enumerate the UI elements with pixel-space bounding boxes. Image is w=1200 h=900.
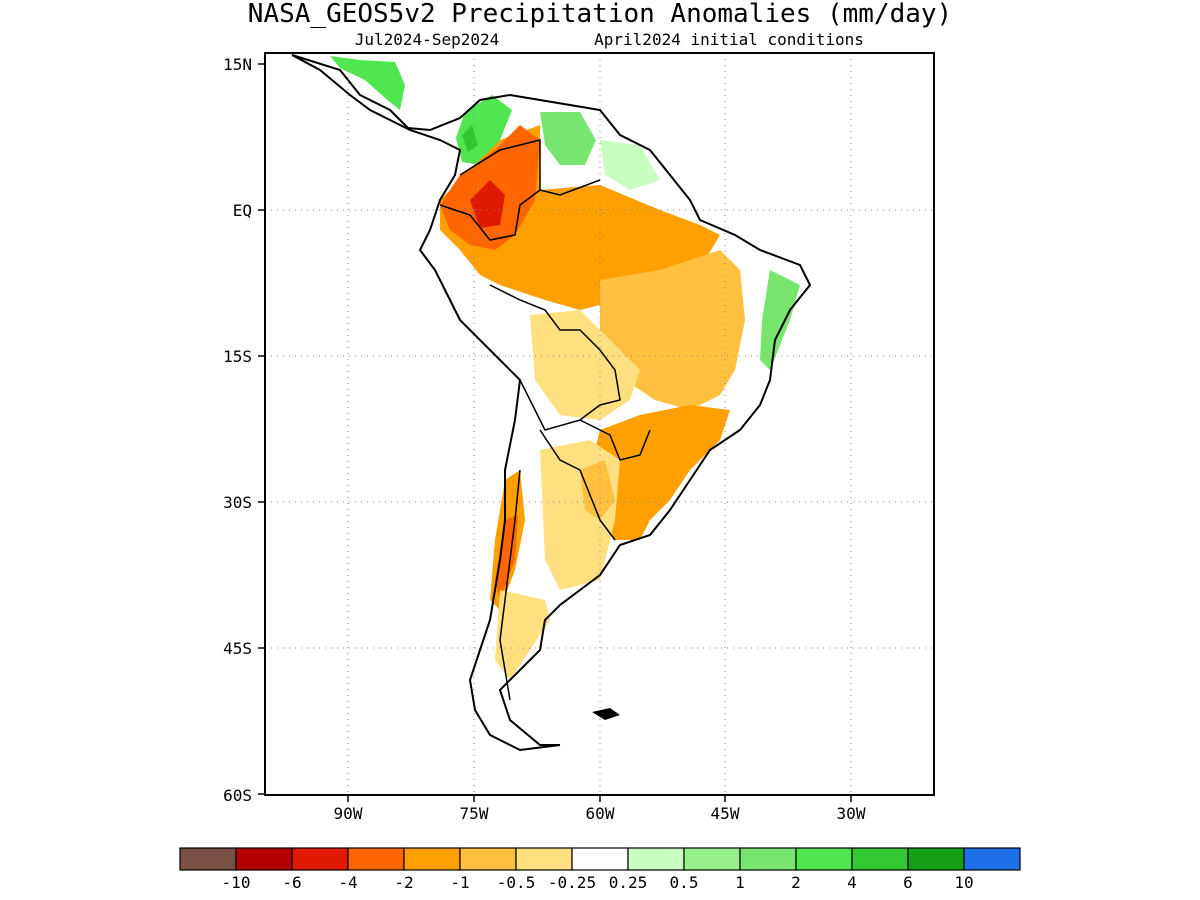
colorbar-tick-label: -10: [222, 873, 251, 892]
lat-label-60s: 60S: [223, 786, 252, 805]
anomaly-guianas-wet: [600, 140, 660, 190]
latitude-axis: 15N EQ 15S 30S 45S 60S: [223, 55, 252, 805]
initial-conditions: April2024 initial conditions: [594, 30, 864, 49]
lat-label-15s: 15S: [223, 347, 252, 366]
lon-label-75w: 75W: [460, 804, 489, 823]
lat-label-45s: 45S: [223, 639, 252, 658]
anomaly-amazon-dry-deep: [470, 180, 505, 228]
colorbar-swatch: [403, 847, 461, 871]
longitude-ticks: [347, 795, 852, 802]
colorbar-tick-label: -6: [282, 873, 301, 892]
colorbar-swatch: [235, 847, 293, 871]
lon-label-45w: 45W: [711, 804, 740, 823]
colorbar-swatch: [851, 847, 909, 871]
graticule: [265, 53, 934, 795]
colorbar-tick-label: -0.5: [497, 873, 536, 892]
lat-label-30s: 30S: [223, 493, 252, 512]
anomaly-south-brazil-dry: [590, 405, 730, 540]
colorbar-swatch: [907, 847, 965, 871]
map-title: NASA_GEOS5v2 Precipitation Anomalies (mm…: [248, 0, 952, 29]
colorbar-swatch: [963, 847, 1021, 871]
colorbar-tick-label: 2: [791, 873, 801, 892]
colorbar-tick-label: -0.25: [548, 873, 596, 892]
colorbar-swatch: [795, 847, 853, 871]
anomaly-argentina-dry-mid: [580, 460, 615, 520]
colorbar-swatch: [347, 847, 405, 871]
anomaly-east-coast-wet: [760, 270, 800, 370]
anomaly-central-america-wet: [330, 56, 405, 110]
forecast-period: Jul2024-Sep2024: [355, 30, 500, 49]
lat-label-eq: EQ: [233, 201, 252, 220]
anomaly-argentina-dry: [540, 440, 620, 590]
lat-label-15n: 15N: [223, 55, 252, 74]
colorbar-tick-label: -4: [338, 873, 357, 892]
anomaly-central-brazil-yellow: [530, 310, 640, 420]
colorbar-tick-label: 6: [903, 873, 913, 892]
anomaly-shading: [330, 56, 800, 680]
anomaly-patagonia-dry: [495, 590, 550, 680]
lon-label-30w: 30W: [837, 804, 866, 823]
colorbar-tick-label: 0.5: [670, 873, 699, 892]
colorbar-swatch: [179, 847, 237, 871]
colorbar-tick-label: -2: [394, 873, 413, 892]
colorbar-tick-label: -1: [450, 873, 469, 892]
falkland-islands: [592, 708, 620, 720]
lon-label-90w: 90W: [334, 804, 363, 823]
colorbar-labels: -10 -6 -4 -2 -1 -0.5 -0.25 0.25 0.5 1 2 4 6 10: [222, 873, 974, 892]
anomaly-venezuela-wet: [540, 112, 596, 165]
latitude-ticks: [258, 63, 265, 795]
colorbar-swatch: [683, 847, 741, 871]
colorbar-swatch: [515, 847, 573, 871]
lon-label-60w: 60W: [586, 804, 615, 823]
longitude-axis: 90W 75W 60W 45W 30W: [334, 804, 866, 823]
colorbar-swatch: [627, 847, 685, 871]
colorbar: [179, 847, 1021, 871]
colorbar-tick-label: 0.25: [609, 873, 648, 892]
colorbar-swatch: [291, 847, 349, 871]
colorbar-swatch: [571, 847, 629, 871]
south-america-coastline: [291, 54, 812, 752]
colorbar-tick-label: 4: [847, 873, 857, 892]
colorbar-tick-label: 10: [954, 873, 973, 892]
colorbar-tick-label: 1: [735, 873, 745, 892]
colorbar-swatch: [459, 847, 517, 871]
country-borders: [439, 139, 651, 701]
colorbar-swatch: [739, 847, 797, 871]
